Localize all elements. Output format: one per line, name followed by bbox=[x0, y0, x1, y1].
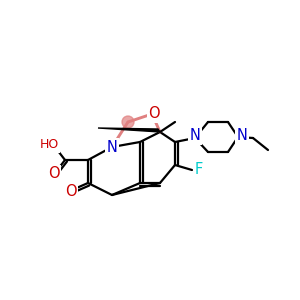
Text: N: N bbox=[106, 140, 117, 154]
Text: N: N bbox=[190, 128, 200, 143]
Text: O: O bbox=[65, 184, 77, 199]
Polygon shape bbox=[98, 128, 160, 132]
Text: HO: HO bbox=[39, 139, 58, 152]
Text: N: N bbox=[237, 128, 248, 142]
Text: F: F bbox=[195, 163, 203, 178]
Text: O: O bbox=[48, 167, 60, 182]
Circle shape bbox=[122, 116, 134, 128]
Text: O: O bbox=[148, 106, 160, 122]
